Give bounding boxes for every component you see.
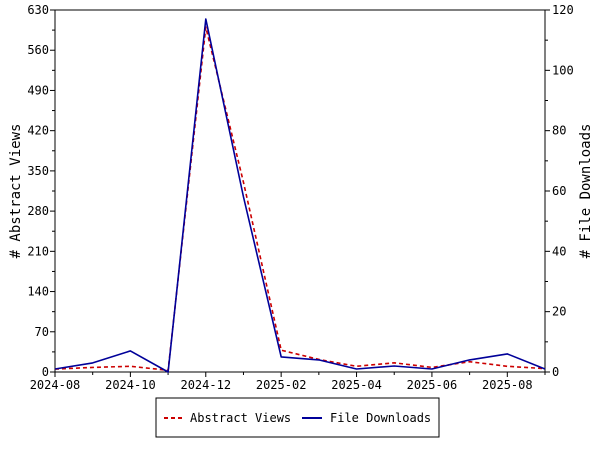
right-tick-label: 60	[552, 184, 566, 198]
right-axis-title: # File Downloads	[578, 124, 594, 259]
series-layer	[54, 18, 546, 373]
legend-box	[155, 397, 440, 438]
right-tick-label: 80	[552, 124, 566, 138]
right-tick-label: 100	[552, 63, 574, 77]
right-tick-label: 0	[552, 365, 559, 379]
right-tick-label: 120	[552, 3, 574, 17]
left-tick-label: 70	[35, 325, 49, 339]
left-tick-label: 280	[27, 204, 49, 218]
left-axis-title: # Abstract Views	[8, 124, 24, 259]
right-tick-label: 40	[552, 244, 566, 258]
series-line-file-downloads	[54, 18, 546, 373]
x-tick-label: 2025-06	[407, 378, 458, 392]
x-axis-ticks: 2024-08 2024-10 2024-12 2025-02 2025-04 2025-…	[30, 372, 546, 392]
legend: Abstract Views File Downloads	[155, 397, 440, 438]
plot-area-border	[54, 9, 546, 373]
plot-frame	[54, 9, 546, 373]
left-tick-label: 420	[27, 124, 49, 138]
right-axis-ticks: 0 20 40 60 80 100 120	[545, 3, 574, 379]
left-tick-label: 210	[27, 244, 49, 258]
left-tick-label: 630	[27, 3, 49, 17]
left-tick-label: 0	[42, 365, 49, 379]
legend-label-abstract-views: Abstract Views	[190, 411, 291, 425]
left-tick-label: 140	[27, 285, 49, 299]
x-tick-label: 2025-04	[331, 378, 382, 392]
legend-label-file-downloads: File Downloads	[330, 411, 431, 425]
x-tick-label: 2025-02	[256, 378, 307, 392]
x-tick-label: 2024-12	[180, 378, 231, 392]
x-tick-label: 2025-08	[482, 378, 533, 392]
left-tick-label: 490	[27, 83, 49, 97]
left-axis-ticks: 0 70 140 210 280 350 420 490 560 630	[27, 3, 55, 379]
x-tick-label: 2024-08	[30, 378, 81, 392]
series-line-abstract-views	[54, 26, 546, 372]
x-tick-label: 2024-10	[105, 378, 156, 392]
right-tick-label: 20	[552, 305, 566, 319]
left-tick-label: 350	[27, 164, 49, 178]
left-tick-label: 560	[27, 43, 49, 57]
